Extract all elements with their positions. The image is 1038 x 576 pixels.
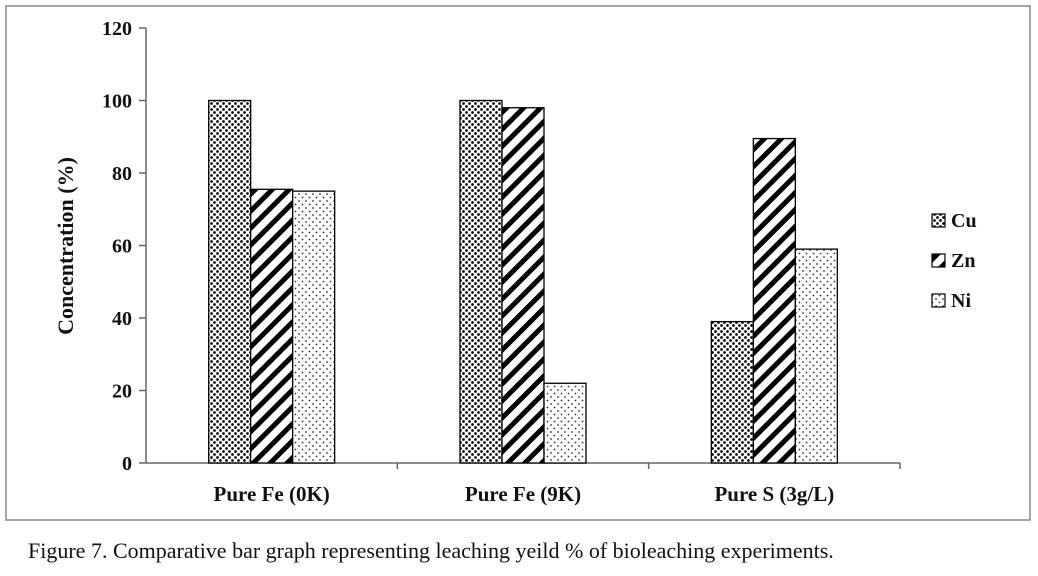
bar-ni xyxy=(292,190,336,464)
x-category-label: Pure Fe (0K) xyxy=(214,482,330,506)
y-tick-label: 0 xyxy=(122,453,132,475)
bar-zn xyxy=(752,137,796,464)
bars xyxy=(208,99,838,464)
y-tick-label: 100 xyxy=(102,91,132,113)
legend-label-cu: Cu xyxy=(951,210,977,232)
y-tick-label: 120 xyxy=(102,18,132,40)
y-axis-label: Concentration (%) xyxy=(53,157,78,335)
x-category-label: Pure S (3g/L) xyxy=(714,482,834,506)
legend-swatch-cu xyxy=(931,213,946,228)
y-tick-label: 40 xyxy=(112,308,132,330)
figure-caption: Figure 7. Comparative bar graph represen… xyxy=(28,538,834,563)
y-ticks: 0 20 40 60 80 100 120 xyxy=(102,18,146,475)
legend-swatch-zn xyxy=(931,253,946,268)
bar-ni xyxy=(794,248,838,464)
x-category-labels: Pure Fe (0K) Pure Fe (9K) Pure S (3g/L) xyxy=(214,463,901,506)
y-tick-label: 60 xyxy=(112,236,132,258)
bar-zn xyxy=(250,188,294,464)
legend: Cu Zn Ni xyxy=(931,210,977,312)
x-category-label: Pure Fe (9K) xyxy=(465,482,581,506)
legend-swatch-ni xyxy=(931,293,946,308)
legend-label-zn: Zn xyxy=(951,250,975,272)
legend-label-ni: Ni xyxy=(951,290,971,312)
bar-ni xyxy=(543,382,587,464)
bar-cu xyxy=(208,99,252,464)
bar-cu xyxy=(459,99,503,464)
y-tick-label: 80 xyxy=(112,163,132,185)
bar-zn xyxy=(501,107,545,464)
bar-cu xyxy=(710,320,754,464)
y-tick-label: 20 xyxy=(112,381,132,403)
outer-frame xyxy=(5,5,1031,521)
